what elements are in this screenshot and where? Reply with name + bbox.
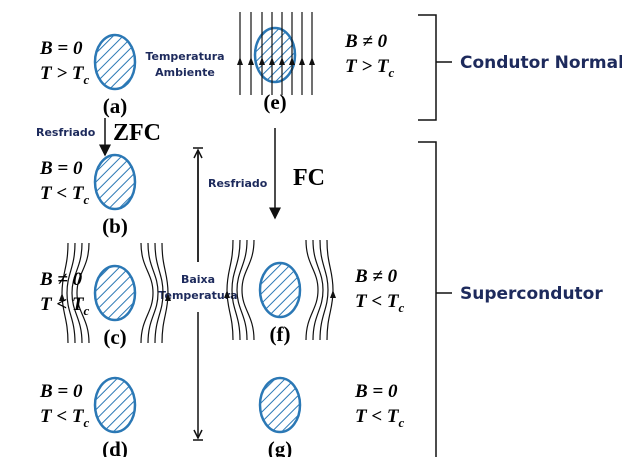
panel: B ≠ 0 T > Tc (e) xyxy=(237,12,395,114)
temperature-text: T > T xyxy=(345,56,390,77)
temperature-subscript: c xyxy=(84,72,90,87)
temperature-condition: T > Tc xyxy=(345,56,395,80)
panel-label: (a) xyxy=(103,94,128,118)
cooled-zfc: Resfriado xyxy=(36,126,96,139)
state-super: Supercondutor xyxy=(460,284,603,304)
temperature-condition: T < Tc xyxy=(40,406,90,430)
field-line xyxy=(242,240,254,340)
room-temp-1: Temperatura xyxy=(145,50,224,63)
temperature-text: T < T xyxy=(40,406,85,427)
sample xyxy=(95,266,135,320)
bracket-super xyxy=(418,142,452,457)
temperature-subscript: c xyxy=(84,415,90,430)
temperature-text: T < T xyxy=(40,294,85,315)
zfc: ZFC xyxy=(113,120,161,146)
panel-label: (b) xyxy=(102,214,128,238)
field-arrow xyxy=(299,57,305,65)
fc: FC xyxy=(293,165,325,191)
panel-label: (f) xyxy=(270,322,291,346)
sample xyxy=(95,35,135,89)
panel: B = 0 T < Tc (b) xyxy=(39,155,135,238)
temperature-condition: T < Tc xyxy=(355,291,405,315)
sample xyxy=(95,378,135,432)
temperature-subscript: c xyxy=(399,300,405,315)
panel: B = 0 T < Tc (g) xyxy=(260,378,405,457)
panel-label: (e) xyxy=(263,90,286,114)
field-line xyxy=(320,240,328,340)
temperature-condition: T < Tc xyxy=(40,183,90,207)
panel: B = 0 T > Tc (a) xyxy=(39,35,135,118)
field-arrow xyxy=(237,57,243,65)
temperature-text: T > T xyxy=(40,63,85,84)
field-arrow xyxy=(248,57,254,65)
field-condition: B ≠ 0 xyxy=(39,269,83,290)
field-condition: B ≠ 0 xyxy=(354,266,398,287)
state-normal: Condutor Normal xyxy=(460,53,622,73)
temperature-subscript: c xyxy=(399,415,405,430)
temperature-condition: T > Tc xyxy=(40,63,90,87)
sample xyxy=(260,378,300,432)
field-condition: B = 0 xyxy=(39,381,83,402)
panel: B ≠ 0 T < Tc (c) xyxy=(39,243,171,349)
temperature-subscript: c xyxy=(389,65,395,80)
panel: B = 0 T < Tc (d) xyxy=(39,378,135,457)
diagram: Resfriado ZFC Resfriado FC Temperatura A… xyxy=(0,0,622,457)
low-temp-1: Baixa xyxy=(181,273,215,286)
sample xyxy=(95,155,135,209)
field-line xyxy=(77,243,89,343)
room-temp-2: Ambiente xyxy=(155,66,215,79)
panel-label: (g) xyxy=(268,437,293,457)
bracket-normal xyxy=(418,15,452,120)
temperature-subscript: c xyxy=(84,192,90,207)
field-arrow xyxy=(330,290,336,298)
field-condition: B = 0 xyxy=(39,38,83,59)
cooled-fc: Resfriado xyxy=(208,177,268,190)
temperature-condition: T < Tc xyxy=(355,406,405,430)
temperature-condition: T < Tc xyxy=(40,294,90,318)
sample xyxy=(255,28,295,82)
field-condition: B = 0 xyxy=(354,381,398,402)
sample xyxy=(260,263,300,317)
panel-label: (c) xyxy=(103,325,126,349)
panel: B ≠ 0 T < Tc (f) xyxy=(224,240,405,346)
field-condition: B ≠ 0 xyxy=(344,31,388,52)
temperature-text: T < T xyxy=(40,183,85,204)
temperature-text: T < T xyxy=(355,291,400,312)
temperature-subscript: c xyxy=(84,303,90,318)
temperature-text: T < T xyxy=(355,406,400,427)
field-line xyxy=(67,243,75,343)
field-condition: B = 0 xyxy=(39,158,83,179)
panel-label: (d) xyxy=(102,437,128,457)
field-line xyxy=(306,240,318,340)
field-arrow xyxy=(309,57,315,65)
field-line xyxy=(141,243,153,343)
